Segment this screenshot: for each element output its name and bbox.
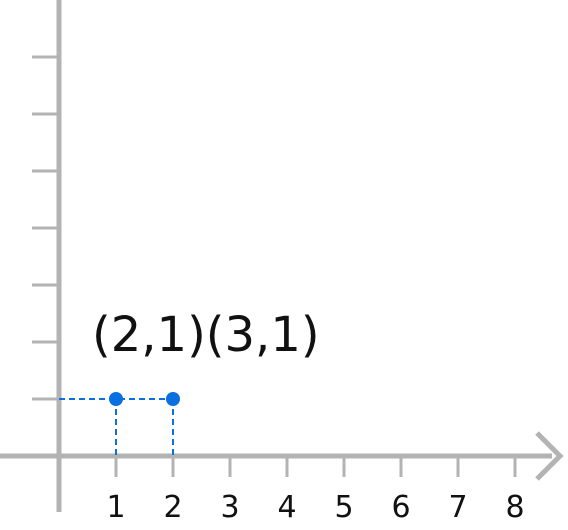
x-tick-label-6: 6 — [391, 490, 410, 525]
tick-labels: 1 2 3 4 5 6 7 8 — [106, 490, 524, 525]
x-tick-label-8: 8 — [505, 490, 524, 525]
guide-lines — [59, 398, 174, 456]
x-tick-label-3: 3 — [220, 490, 239, 525]
axes — [0, 0, 564, 512]
x-tick-label-1: 1 — [106, 490, 125, 525]
data-point-2 — [166, 392, 180, 406]
axis-ticks — [32, 55, 517, 477]
data-point-1 — [109, 392, 123, 406]
x-tick-label-4: 4 — [277, 490, 296, 525]
point-coordinates-annotation: (2,1)(3,1) — [92, 307, 320, 363]
data-points — [109, 392, 180, 406]
x-axis-arrowhead — [535, 431, 564, 481]
x-tick-label-7: 7 — [448, 490, 467, 525]
x-tick-label-2: 2 — [163, 490, 182, 525]
x-tick-label-5: 5 — [334, 490, 353, 525]
